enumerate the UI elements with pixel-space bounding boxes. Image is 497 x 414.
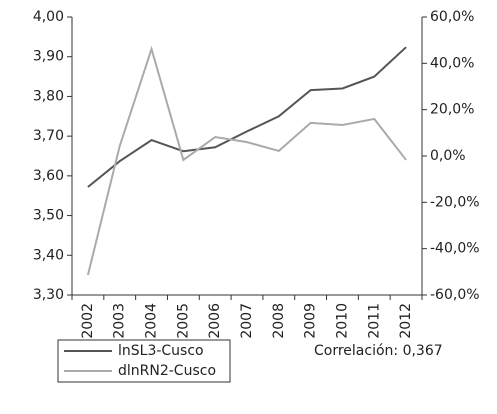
x-tick-label: 2012 — [398, 303, 414, 339]
y2-tick-label: 60,0% — [430, 9, 474, 25]
y-tick-label: 3,60 — [33, 168, 64, 184]
x-tick-label: 2010 — [334, 303, 350, 339]
annotation: Correlación: 0,367 — [314, 343, 443, 359]
y2-tick-label: -40,0% — [430, 241, 480, 257]
x-tick-label: 2011 — [366, 303, 382, 339]
y-tick-label: 3,90 — [33, 49, 64, 65]
y2-tick-label: 40,0% — [430, 55, 474, 71]
y-tick-label: 3,40 — [33, 247, 64, 263]
series-line — [86, 45, 407, 276]
legend-label: dlnRN2-Cusco — [118, 363, 216, 379]
x-tick-label: 2003 — [112, 303, 128, 339]
y-tick-label: 3,50 — [33, 208, 64, 224]
x-tick-label: 2004 — [144, 303, 160, 339]
y2-tick-label: 20,0% — [430, 102, 474, 118]
legend-label: lnSL3-Cusco — [118, 343, 204, 359]
y2-tick-label: 0,0% — [430, 148, 466, 164]
y-tick-label: 3,70 — [33, 128, 64, 144]
x-tick-label: 2006 — [207, 303, 223, 339]
x-tick-label: 2009 — [303, 303, 319, 339]
x-tick-label: 2002 — [80, 303, 96, 339]
x-tick-label: 2005 — [175, 303, 191, 339]
y2-tick-label: -60,0% — [430, 287, 480, 303]
y-tick-label: 4,00 — [33, 9, 64, 25]
y-tick-label: 3,30 — [33, 287, 64, 303]
x-tick-label: 2008 — [271, 303, 287, 339]
y2-tick-label: -20,0% — [430, 194, 480, 210]
legend-box — [57, 339, 231, 383]
x-tick-label: 2007 — [239, 303, 255, 339]
series-line — [87, 46, 407, 188]
y-tick-label: 3,80 — [33, 88, 64, 104]
